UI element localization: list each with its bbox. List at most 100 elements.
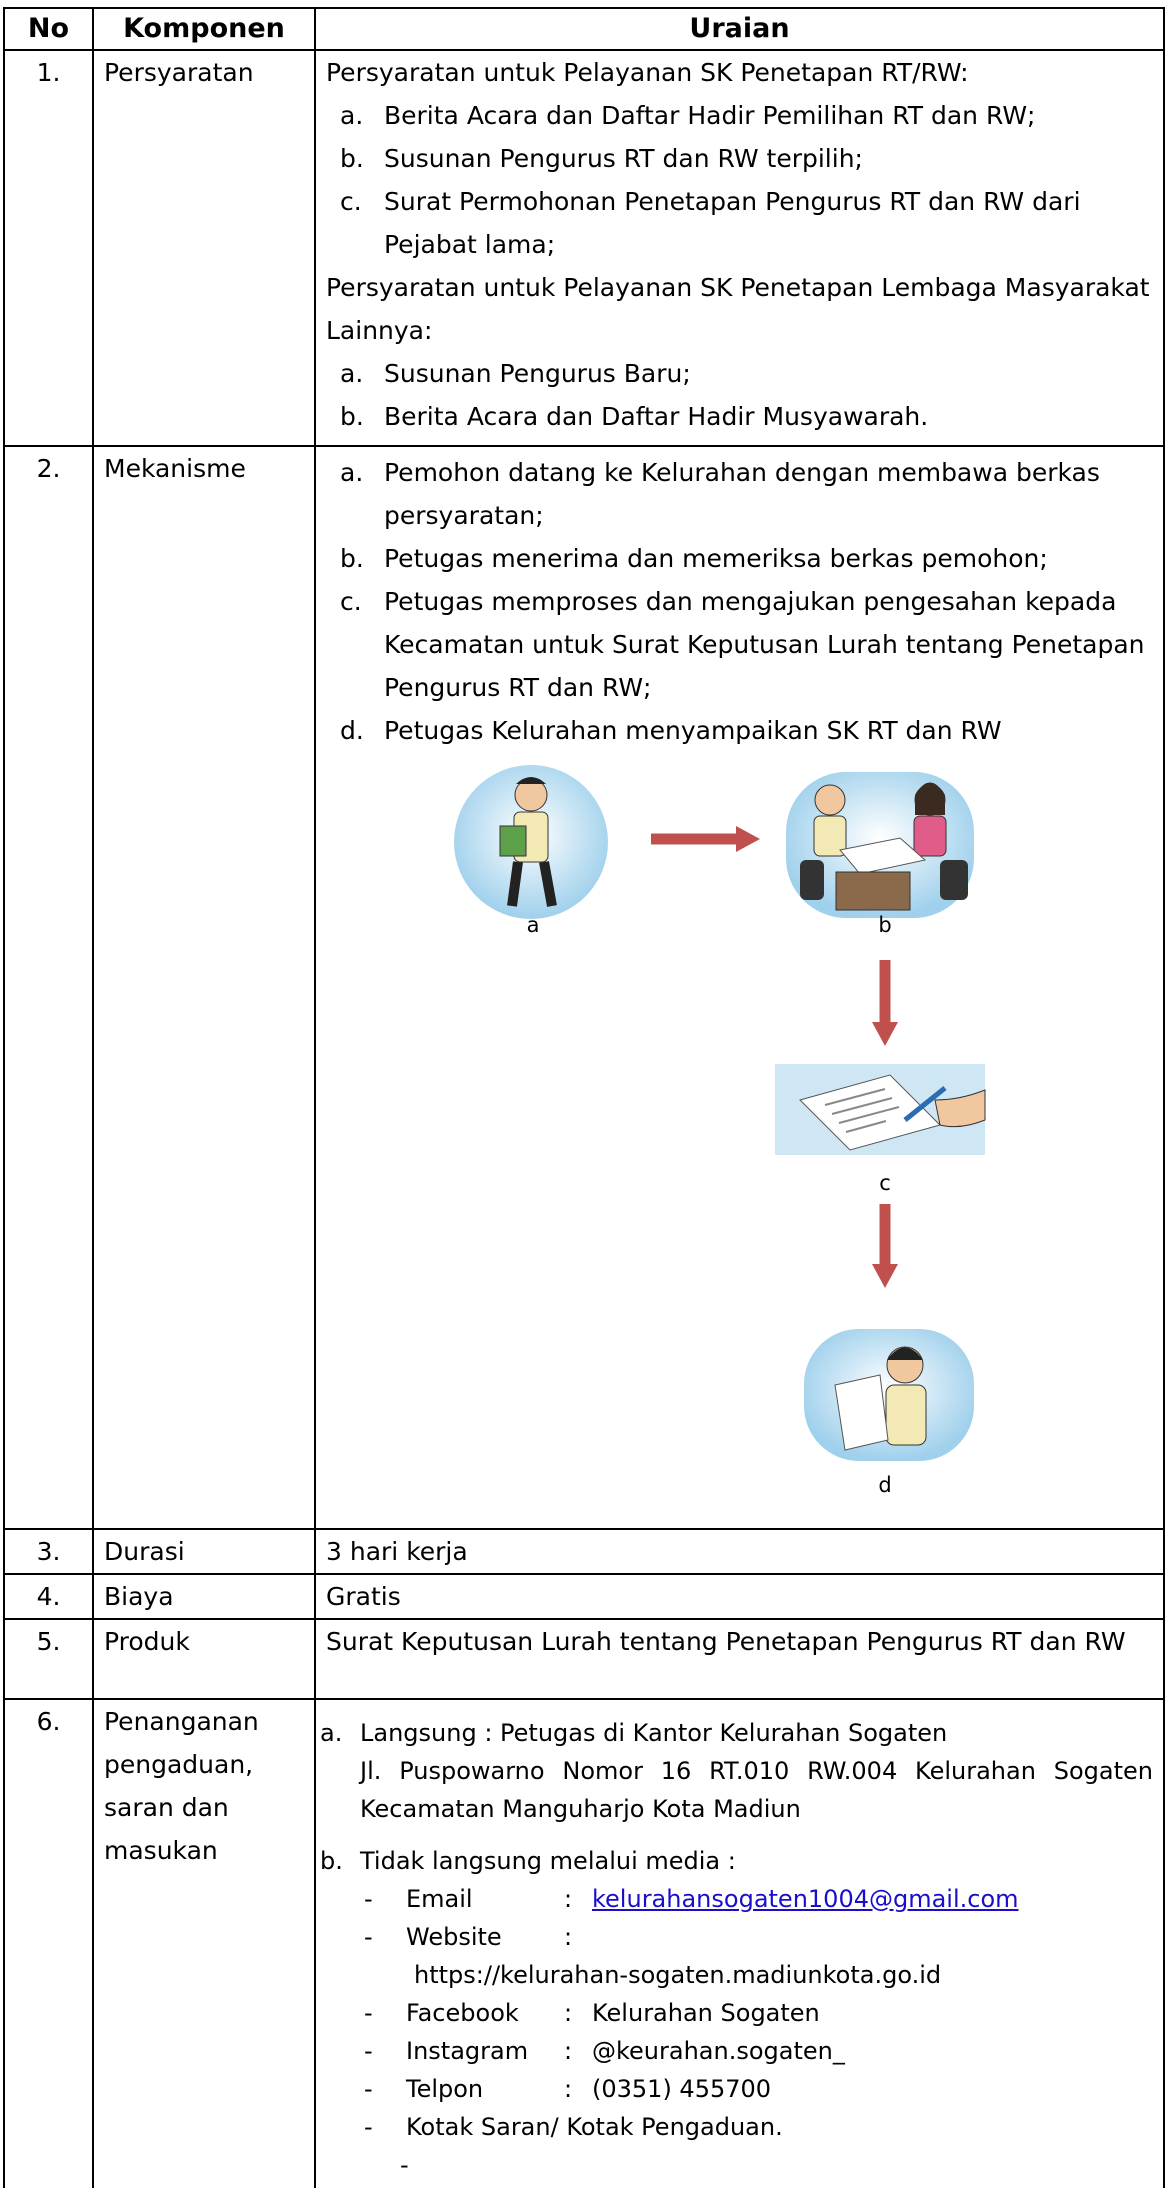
item-text: Susunan Pengurus RT dan RW terpilih; — [384, 144, 863, 173]
item-text: Tidak langsung melalui media : — [360, 1847, 736, 1875]
row-component: Mekanisme — [92, 445, 316, 1530]
contact-label: Email — [406, 1885, 473, 1913]
contact-value: @keurahan.sogaten_ — [592, 2037, 845, 2065]
contact-value: Kelurahan Sogaten — [592, 1999, 820, 2027]
group-heading: Persyaratan untuk Pelayanan SK Penetapan… — [326, 58, 969, 87]
contact-value: https://kelurahan-sogaten.madiunkota.go.… — [414, 1961, 942, 1989]
contact-marker: - — [400, 2151, 409, 2179]
contact-marker: - — [364, 1999, 373, 2027]
contact: - Kotak Saran/ Kotak Pengaduan. — [364, 2108, 1153, 2146]
item-marker: c. — [340, 587, 362, 616]
table-row: 5. Produk Surat Keputusan Lurah tentang Pe… — [3, 1618, 1165, 1700]
item-marker: a. — [320, 1719, 343, 1747]
contact: - Website: https://kelurahan-sogaten.madiu… — [364, 1918, 1153, 1994]
contact-label: Website — [406, 1923, 502, 1951]
contact-marker: - — [364, 2037, 373, 2065]
item-marker: b. — [320, 1847, 343, 1875]
description-text: 3 hari kerja — [326, 1537, 468, 1566]
item-text: Berita Acara dan Daftar Hadir Pemilihan … — [384, 101, 1036, 130]
list-item: a. Susunan Pengurus Baru; — [340, 352, 1153, 395]
table-row: 2. Mekanisme a. Pemohon datang ke Kelurahan… — [3, 445, 1165, 1530]
table-row: 1. Persyaratan Persyaratan untuk Pelayanan… — [3, 49, 1165, 447]
list-item: d. Petugas Kelurahan menyampaikan SK RT d… — [340, 709, 1153, 752]
row-description: Surat Keputusan Lurah tentang Penetapan … — [314, 1618, 1165, 1700]
row-component: Biaya — [92, 1573, 316, 1620]
header-cell: No — [3, 7, 94, 51]
row-description: a. Langsung : Petugas di Kantor Kelurahan… — [314, 1698, 1165, 2188]
contact-separator: : — [564, 2037, 573, 2065]
item-marker: b. — [340, 402, 364, 431]
item-text: Susunan Pengurus Baru; — [384, 359, 691, 388]
list-item: a. Langsung : Petugas di Kantor Kelurahan… — [320, 1714, 1153, 1752]
header-row: No Komponen Uraian — [3, 7, 1165, 51]
row-description: Persyaratan untuk Pelayanan SK Penetapan… — [314, 49, 1165, 447]
table-row: 6. Penanganan pengaduan, saran dan masuka… — [3, 1698, 1165, 2188]
contact-label: Kotak Saran/ Kotak Pengaduan. — [406, 2113, 783, 2141]
contact-email[interactable]: kelurahansogaten1004@gmail.com — [592, 1885, 1019, 1913]
item-text: Pemohon datang ke Kelurahan dengan memba… — [384, 458, 1100, 530]
group-heading: Persyaratan untuk Pelayanan SK Penetapan… — [326, 273, 1150, 345]
contact-label: Telpon — [406, 2075, 484, 2103]
item-text: Langsung : Petugas di Kantor Kelurahan S… — [360, 1719, 948, 1747]
item-marker: c. — [340, 187, 362, 216]
header-cell: Komponen — [92, 7, 316, 51]
row-number: 4. — [3, 1573, 94, 1620]
contact-marker: - — [364, 1923, 373, 1951]
contact: - Instagram: @keurahan.sogaten_ — [364, 2032, 1153, 2070]
row-component: Persyaratan — [92, 49, 316, 447]
row-component: Produk — [92, 1618, 316, 1700]
header-cell: Uraian — [314, 7, 1165, 51]
list-item: c. Surat Permohonan Penetapan Pengurus RT… — [340, 180, 1153, 266]
contact-separator: : — [564, 1885, 573, 1913]
item-marker: b. — [340, 544, 364, 573]
contact-marker: - — [364, 2075, 373, 2103]
table-row: 3. Durasi 3 hari kerja — [3, 1528, 1165, 1575]
row-number: 2. — [3, 445, 94, 1530]
address: Jl. Puspowarno Nomor 16 RT.010 RW.004 Ke… — [360, 1757, 1153, 1823]
item-text: Petugas Kelurahan menyampaikan SK RT dan… — [384, 716, 1002, 745]
list-item: b. Tidak langsung melalui media : — [320, 1842, 1153, 1880]
list-item: a. Pemohon datang ke Kelurahan dengan mem… — [340, 451, 1153, 537]
item-text: Surat Permohonan Penetapan Pengurus RT d… — [384, 187, 1081, 259]
row-component: Penanganan pengaduan, saran dan masukan — [92, 1698, 316, 2188]
contact-label: Instagram — [406, 2037, 529, 2065]
item-marker: a. — [340, 359, 364, 388]
row-description: 3 hari kerja — [314, 1528, 1165, 1575]
item-text: Petugas memproses dan mengajukan pengesa… — [384, 587, 1145, 702]
contact: - Email: kelurahansogaten1004@gmail.com — [364, 1880, 1153, 1918]
contact-separator: : — [564, 1999, 573, 2027]
list-item: b. Petugas menerima dan memeriksa berkas … — [340, 537, 1153, 580]
table: No Komponen Uraian 1. Persyaratan Persyaratan… — [3, 7, 1165, 2188]
item-text: Petugas menerima dan memeriksa berkas pe… — [384, 544, 1048, 573]
list-item: a. Berita Acara dan Daftar Hadir Pemiliha… — [340, 94, 1153, 137]
item-marker: a. — [340, 458, 364, 487]
contact: - Telpon: (0351) 455700 — [364, 2070, 1153, 2108]
row-number: 1. — [3, 49, 94, 447]
item-marker: d. — [340, 716, 364, 745]
description-text: Gratis — [326, 1582, 401, 1611]
item-marker: a. — [340, 101, 364, 130]
contact-value: (0351) 455700 — [592, 2075, 772, 2103]
row-component: Durasi — [92, 1528, 316, 1575]
row-number: 6. — [3, 1698, 94, 2188]
row-description: a. Pemohon datang ke Kelurahan dengan mem… — [314, 445, 1165, 1530]
row-number: 3. — [3, 1528, 94, 1575]
list-item: b. Susunan Pengurus RT dan RW terpilih; — [340, 137, 1153, 180]
contact: - Facebook: Kelurahan Sogaten — [364, 1994, 1153, 2032]
contact-marker: - — [364, 1885, 373, 1913]
contact-separator: : — [564, 1923, 573, 1951]
item-text: Berita Acara dan Daftar Hadir Musyawarah… — [384, 402, 929, 431]
document: No Komponen Uraian 1. Persyaratan Persyaratan… — [3, 7, 1165, 2188]
row-description: Gratis — [314, 1573, 1165, 1620]
item-marker: b. — [340, 144, 364, 173]
contact-marker: - — [364, 2113, 373, 2141]
row-number: 5. — [3, 1618, 94, 1700]
table-row: 4. Biaya Gratis — [3, 1573, 1165, 1620]
contact-label: Facebook — [406, 1999, 519, 2027]
contact-separator: : — [564, 2075, 573, 2103]
list-item: b. Berita Acara dan Daftar Hadir Musyawar… — [340, 395, 1153, 438]
description-text: Surat Keputusan Lurah tentang Penetapan … — [326, 1627, 1126, 1656]
list-item: c. Petugas memproses dan mengajukan penge… — [340, 580, 1153, 709]
contact: - — [400, 2146, 1153, 2184]
